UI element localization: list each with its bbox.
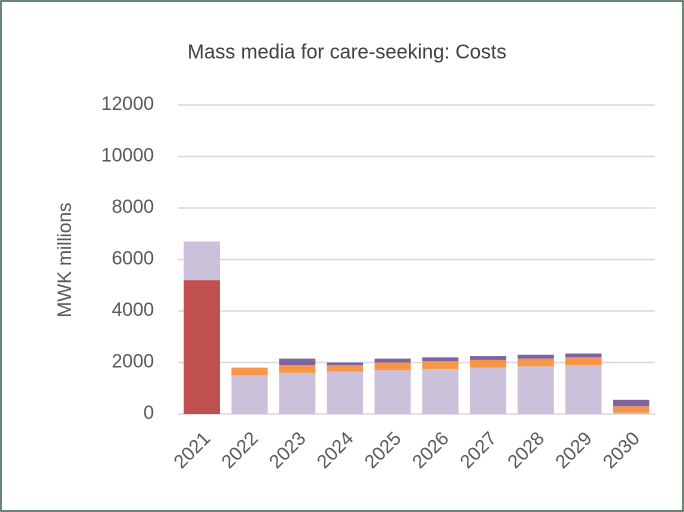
bar-segment <box>326 371 364 414</box>
bar-segment <box>326 365 364 372</box>
bar-segment <box>279 365 316 373</box>
y-tick-label: 2000 <box>112 352 154 373</box>
y-tick-label: 8000 <box>112 197 154 218</box>
bar-segment <box>517 358 554 367</box>
bar-segment <box>374 362 411 371</box>
bar-segment <box>422 368 459 414</box>
bar-segment <box>613 406 650 413</box>
y-tick-label: 0 <box>143 403 154 424</box>
y-tick-label: 10000 <box>101 146 154 167</box>
bar-segment <box>279 358 316 366</box>
y-tick-label: 12000 <box>101 94 154 115</box>
bar-segment <box>422 361 459 369</box>
bar-segment <box>374 358 411 363</box>
y-tick-label: 6000 <box>112 249 154 270</box>
bar-segment <box>565 353 602 358</box>
bar-segment <box>183 280 220 414</box>
bar-segment <box>613 399 650 407</box>
bar-segment <box>517 354 554 359</box>
bar-segment <box>469 359 507 368</box>
bar-segment <box>231 375 268 414</box>
bar-segment <box>183 241 220 281</box>
bar-segment <box>565 365 602 414</box>
bar-segment <box>517 366 554 414</box>
bar-segment <box>279 372 316 414</box>
bar-segment <box>231 367 268 376</box>
bar-segment <box>565 357 602 366</box>
bar-segment <box>469 356 507 360</box>
y-tick-label: 4000 <box>112 300 154 321</box>
bar-segment <box>374 370 411 414</box>
chart-title: Mass media for care-seeking: Costs <box>187 41 506 63</box>
bar-segment <box>469 367 507 414</box>
bar-segment <box>326 362 364 366</box>
bar-segment <box>613 412 650 414</box>
y-axis-label: MWK millions <box>55 202 76 317</box>
bar-segment <box>422 357 459 362</box>
